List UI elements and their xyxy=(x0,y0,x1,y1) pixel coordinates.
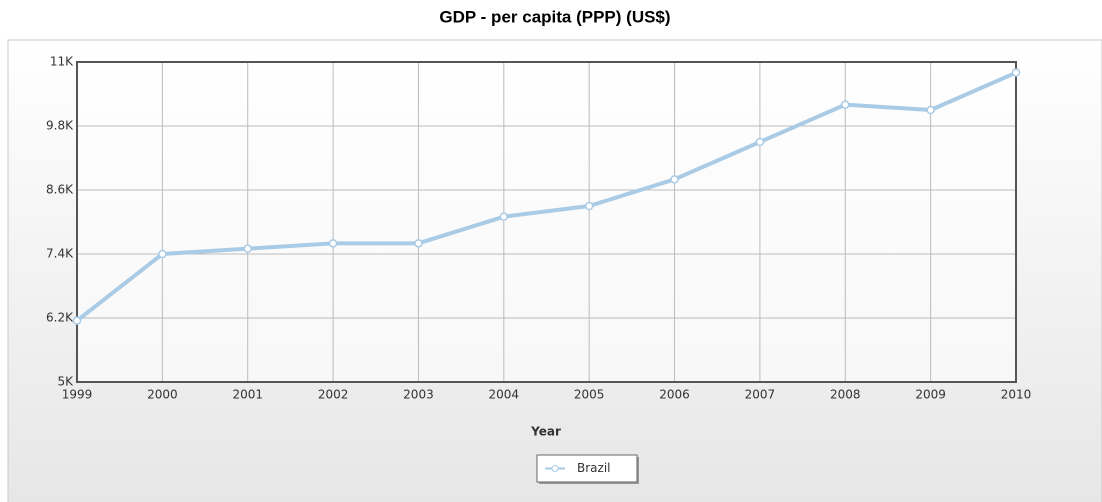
x-tick-label: 2002 xyxy=(318,388,349,402)
point xyxy=(670,175,679,184)
legend-swatch xyxy=(551,465,559,472)
point xyxy=(755,137,765,147)
point xyxy=(414,239,423,248)
x-tick-label: 1999 xyxy=(62,388,93,402)
point xyxy=(841,100,850,109)
point xyxy=(72,316,82,325)
point xyxy=(1011,68,1021,77)
point xyxy=(926,105,935,115)
x-tick-label: 2000 xyxy=(147,388,178,402)
y-tick-label: 8.6K xyxy=(46,183,74,197)
series-line xyxy=(75,70,1017,323)
x-tick-label: 2001 xyxy=(232,388,263,402)
x-tick-label: 2010 xyxy=(1001,388,1032,402)
point xyxy=(328,239,338,248)
legend-label: Brazil xyxy=(577,461,611,475)
x-axis-title: Year xyxy=(530,425,561,439)
y-tick-label: 9.8K xyxy=(46,119,74,133)
plot-area xyxy=(77,62,1016,382)
y-tick-label: 11K xyxy=(50,55,74,69)
plot-border xyxy=(76,61,1017,383)
x-tick-label: 2005 xyxy=(574,388,605,402)
chart-title: GDP - per capita (PPP) (US$) xyxy=(439,7,670,26)
x-tick-label: 2003 xyxy=(403,388,434,402)
x-tick-label: 2006 xyxy=(659,388,690,402)
point xyxy=(499,212,509,221)
x-tick-label: 2004 xyxy=(489,388,520,402)
point xyxy=(584,201,594,211)
point xyxy=(243,244,252,253)
x-tick-label: 2007 xyxy=(745,388,776,402)
point xyxy=(158,249,167,259)
y-tick-label: 7.4K xyxy=(46,247,74,261)
y-tick-label: 5K xyxy=(57,375,74,389)
y-tick-label: 6.2K xyxy=(46,311,74,325)
x-tick-label: 2009 xyxy=(915,388,946,402)
x-tick-label: 2008 xyxy=(830,388,861,402)
